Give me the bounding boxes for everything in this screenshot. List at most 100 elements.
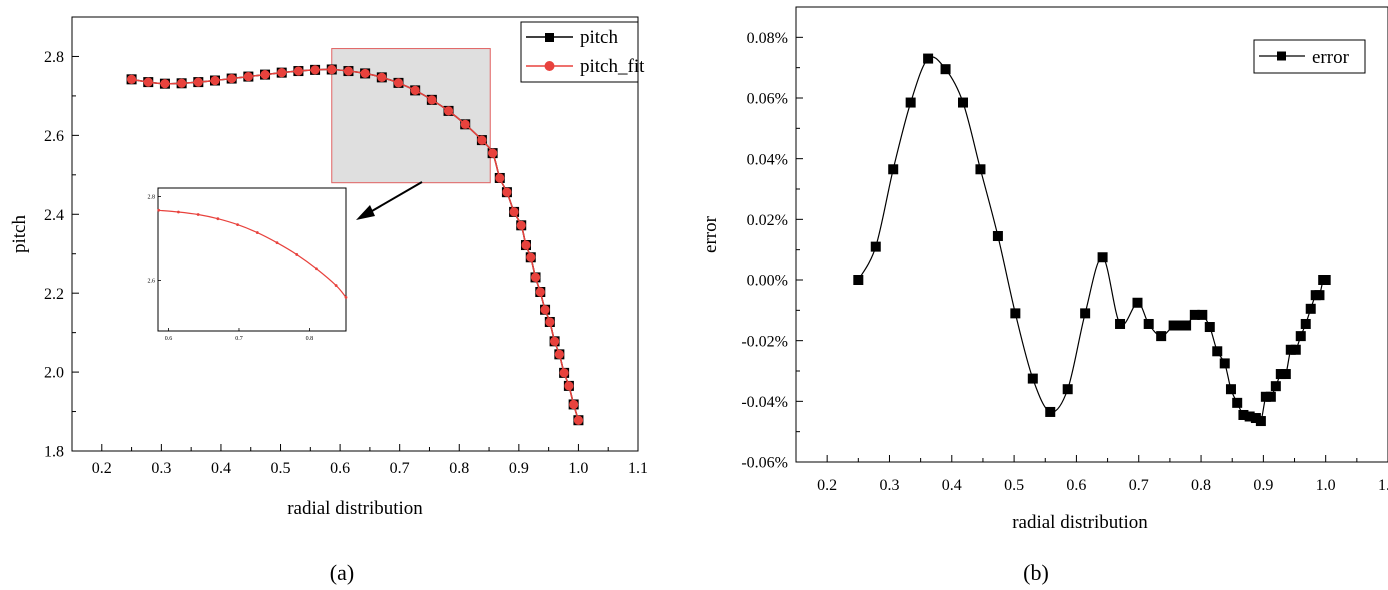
pitch-fit-marker [564,381,573,390]
chart-b-x-tick-label: 0.6 [1066,477,1086,494]
pitch-fit-marker [550,337,559,346]
pitch-fit-marker [521,240,530,249]
error-marker [1205,322,1215,332]
inset-fit-marker [345,296,348,299]
error-marker [1028,374,1038,384]
chart-b-x-tick-label: 0.2 [817,477,837,494]
error-marker [1045,407,1055,417]
panel-label-a: (a) [330,560,354,585]
chart-a-x-tick-label: 0.9 [509,460,529,477]
pitch-fit-marker [536,287,545,296]
pitch-fit-marker [427,95,436,104]
inset-fit-marker [216,217,219,220]
chart-b-x-tick-label: 0.5 [1004,477,1024,494]
error-marker [1314,290,1324,300]
error-marker [1132,298,1142,308]
chart-a: 0.2 0.3 0.4 0.5 0.6 0.7 0.8 0.9 1.0 1.1 1.8 2.0 2.2 2… [9,17,648,585]
pitch-fit-marker [495,173,504,182]
error-marker [1226,384,1236,394]
pitch-fit-marker [394,78,403,87]
chart-a-x-tick-label: 0.3 [151,460,171,477]
chart-b-y-tick-label: -0.04% [741,394,788,411]
chart-a-y-tick-label: 2.4 [44,207,64,224]
error-marker [1098,252,1108,262]
pitch-fit-marker [531,273,540,282]
pitch-fit-marker [502,188,511,197]
chart-a-zoom-region [332,49,490,183]
chart-a-x-tick-label: 0.5 [271,460,291,477]
chart-b-y-tick-label: -0.02% [741,333,788,350]
chart-a-y-tick-label: 2.2 [44,286,64,303]
error-marker [1156,331,1166,341]
chart-b-x-tick-label: 0.9 [1253,477,1273,494]
chart-b-x-tick-label: 0.3 [879,477,899,494]
inset-fit-marker [295,253,298,256]
error-marker [941,64,951,74]
pitch-fit-marker [327,65,336,74]
legend-error-marker [1277,52,1286,61]
error-marker [1080,308,1090,318]
error-marker [1181,321,1191,331]
zoom-arrow-shaft [372,182,422,211]
inset-x-tick-label: 0.6 [165,336,173,342]
zoom-arrow-head [356,205,375,220]
pitch-fit-marker [144,78,153,87]
pitch-fit-marker [526,253,535,262]
pitch-fit-marker [444,106,453,115]
error-marker [1296,331,1306,341]
legend-pitch-label: pitch [580,27,618,48]
pitch-fit-marker [160,79,169,88]
chart-a-x-tick-label: 0.2 [92,460,112,477]
pitch-fit-marker [277,68,286,77]
chart-a-x-tick-label: 0.6 [330,460,350,477]
chart-b-series [853,54,1330,426]
inset-y-tick-label: 2.8 [148,194,156,200]
error-marker [871,242,881,252]
chart-a-x-tick-label: 0.8 [449,460,469,477]
pitch-fit-marker [344,66,353,75]
chart-b-x-tick-label: 1.0 [1316,477,1336,494]
error-marker [1197,310,1207,320]
chart-a-y-tick-label: 2.8 [44,49,64,66]
series-error-line [858,57,1325,422]
inset-y-tick-label: 2.6 [148,279,156,285]
error-marker [1306,304,1316,314]
error-marker [888,164,898,174]
chart-a-x-tick-label: 0.4 [211,460,231,477]
inset-fit-marker [256,231,259,234]
pitch-fit-marker [210,76,219,85]
error-marker [993,231,1003,241]
inset-fit-marker [157,209,160,212]
chart-a-y-tick-label: 2.0 [44,365,64,382]
panel-label-b: (b) [1023,560,1049,585]
pitch-fit-marker [461,120,470,129]
error-marker [1220,358,1230,368]
error-marker [958,98,968,108]
chart-b-y-tick-label: 0.02% [747,212,788,229]
chart-b-x-tick-label: 1.1 [1378,477,1388,494]
chart-b-y-tick-label: -0.06% [741,455,788,472]
legend-error-label: error [1312,47,1350,68]
chart-b-x-tick-label: 0.8 [1191,477,1211,494]
error-marker [1063,384,1073,394]
inset-fit-marker [315,267,318,270]
error-marker [1010,308,1020,318]
pitch-fit-marker [244,72,253,81]
chart-b-x-axis-title: radial distribution [1012,512,1148,533]
chart-b-y-tick-label: 0.06% [747,91,788,108]
chart-b-y-tick-label: 0.00% [747,273,788,290]
chart-b-plot-frame [796,7,1388,462]
chart-a-y-tick-label: 1.8 [44,444,64,461]
error-marker [1301,319,1311,329]
pitch-fit-marker [560,368,569,377]
pitch-fit-marker [177,79,186,88]
pitch-fit-marker [361,69,370,78]
inset-fit-marker [276,241,279,244]
pitch-fit-marker [411,86,420,95]
pitch-fit-marker [127,75,136,84]
error-marker [1115,319,1125,329]
error-marker [1321,275,1331,285]
legend-pitch-fit-marker [545,61,555,71]
error-marker [975,164,985,174]
